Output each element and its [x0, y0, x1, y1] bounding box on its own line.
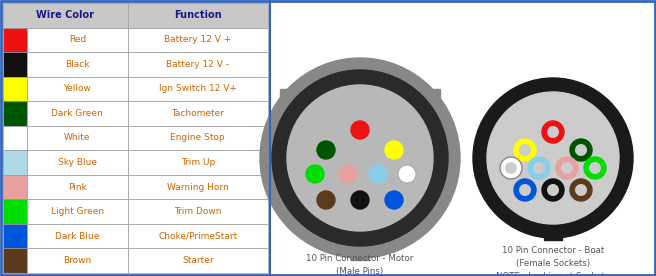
Bar: [127, 175, 268, 199]
Bar: [434, 186, 450, 200]
Text: Yellow: Yellow: [64, 84, 91, 93]
Text: Black: Black: [65, 60, 89, 69]
Text: Function: Function: [174, 10, 222, 20]
Bar: [127, 126, 268, 150]
Bar: [127, 199, 268, 224]
Text: White: White: [64, 134, 91, 142]
Text: Light Green: Light Green: [51, 207, 104, 216]
Text: (Male Pins): (Male Pins): [337, 267, 384, 276]
Text: (Female Sockets): (Female Sockets): [516, 259, 590, 268]
Text: Dark Green: Dark Green: [51, 109, 103, 118]
Text: 10 Pin Connector - Boat: 10 Pin Connector - Boat: [502, 246, 604, 255]
Text: 10 Pin Connector - Motor: 10 Pin Connector - Motor: [306, 254, 414, 263]
Circle shape: [339, 165, 357, 183]
Circle shape: [547, 184, 559, 196]
Bar: [27, 248, 127, 273]
Bar: [27, 199, 127, 224]
Circle shape: [570, 179, 592, 201]
Circle shape: [575, 184, 587, 196]
Bar: [127, 77, 268, 101]
Circle shape: [528, 157, 550, 179]
Bar: [27, 150, 127, 175]
Bar: [424, 89, 440, 103]
Circle shape: [575, 144, 587, 156]
Bar: [3, 175, 27, 199]
Circle shape: [514, 139, 536, 161]
Circle shape: [533, 162, 545, 174]
Bar: [127, 28, 268, 52]
Bar: [270, 186, 286, 200]
Bar: [280, 89, 296, 103]
Circle shape: [519, 144, 531, 156]
Bar: [3, 126, 27, 150]
Bar: [127, 101, 268, 126]
Circle shape: [317, 191, 335, 209]
Circle shape: [487, 92, 619, 224]
Circle shape: [317, 141, 335, 159]
Bar: [3, 101, 27, 126]
Bar: [127, 150, 268, 175]
Circle shape: [561, 162, 573, 174]
Circle shape: [500, 157, 522, 179]
Text: Dark Blue: Dark Blue: [55, 232, 100, 241]
Bar: [27, 28, 127, 52]
Circle shape: [306, 165, 324, 183]
Circle shape: [272, 70, 448, 246]
Circle shape: [369, 165, 387, 183]
Text: Trim Down: Trim Down: [174, 207, 222, 216]
Text: Wire Color: Wire Color: [36, 10, 94, 20]
Circle shape: [473, 78, 633, 238]
Circle shape: [519, 184, 531, 196]
Bar: [3, 28, 27, 52]
Bar: [3, 199, 27, 224]
Bar: [27, 175, 127, 199]
Text: Ign Switch 12 V+: Ign Switch 12 V+: [159, 84, 237, 93]
Bar: [27, 126, 127, 150]
Circle shape: [542, 179, 564, 201]
Bar: [127, 52, 268, 77]
Bar: [544, 226, 562, 240]
Bar: [27, 77, 127, 101]
Bar: [3, 3, 268, 28]
Bar: [3, 150, 27, 175]
Circle shape: [547, 126, 559, 138]
Bar: [3, 52, 27, 77]
Text: Starter: Starter: [182, 256, 214, 265]
Circle shape: [398, 165, 416, 183]
Text: Battery 12 V -: Battery 12 V -: [166, 60, 230, 69]
Text: Warning Horn: Warning Horn: [167, 183, 229, 192]
Text: Battery 12 V +: Battery 12 V +: [164, 35, 232, 44]
Circle shape: [385, 141, 403, 159]
Circle shape: [514, 179, 536, 201]
Bar: [27, 52, 127, 77]
Text: Engine Stop: Engine Stop: [171, 134, 225, 142]
Circle shape: [556, 157, 578, 179]
Bar: [27, 224, 127, 248]
Circle shape: [385, 191, 403, 209]
Text: Sky Blue: Sky Blue: [58, 158, 97, 167]
Text: Choke/PrimeStart: Choke/PrimeStart: [158, 232, 237, 241]
Circle shape: [570, 139, 592, 161]
Circle shape: [351, 121, 369, 139]
Text: Brown: Brown: [63, 256, 91, 265]
Circle shape: [589, 162, 601, 174]
Bar: [127, 224, 268, 248]
Text: Tachometer: Tachometer: [171, 109, 224, 118]
Text: NOTE:  Looking at Sockets: NOTE: Looking at Sockets: [496, 272, 609, 276]
Bar: [127, 248, 268, 273]
Circle shape: [287, 85, 433, 231]
Bar: [3, 248, 27, 273]
Text: Red: Red: [69, 35, 86, 44]
Circle shape: [260, 58, 460, 258]
Text: Pink: Pink: [68, 183, 87, 192]
Circle shape: [505, 162, 517, 174]
Bar: [351, 244, 369, 260]
Text: Trim Up: Trim Up: [180, 158, 215, 167]
Circle shape: [584, 157, 606, 179]
Circle shape: [542, 121, 564, 143]
Circle shape: [351, 191, 369, 209]
Bar: [3, 224, 27, 248]
Bar: [3, 77, 27, 101]
Bar: [27, 101, 127, 126]
